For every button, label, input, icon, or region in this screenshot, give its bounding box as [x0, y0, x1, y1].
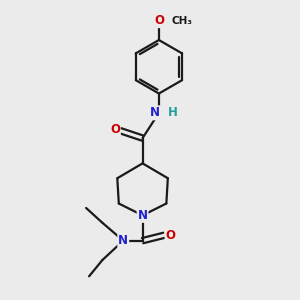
Text: O: O — [110, 123, 120, 136]
Text: N: N — [118, 234, 128, 247]
Text: N: N — [150, 106, 160, 119]
Text: CH₃: CH₃ — [171, 16, 192, 26]
Text: H: H — [168, 106, 178, 119]
Text: O: O — [166, 229, 176, 242]
Text: N: N — [138, 209, 148, 222]
Text: O: O — [154, 14, 164, 27]
